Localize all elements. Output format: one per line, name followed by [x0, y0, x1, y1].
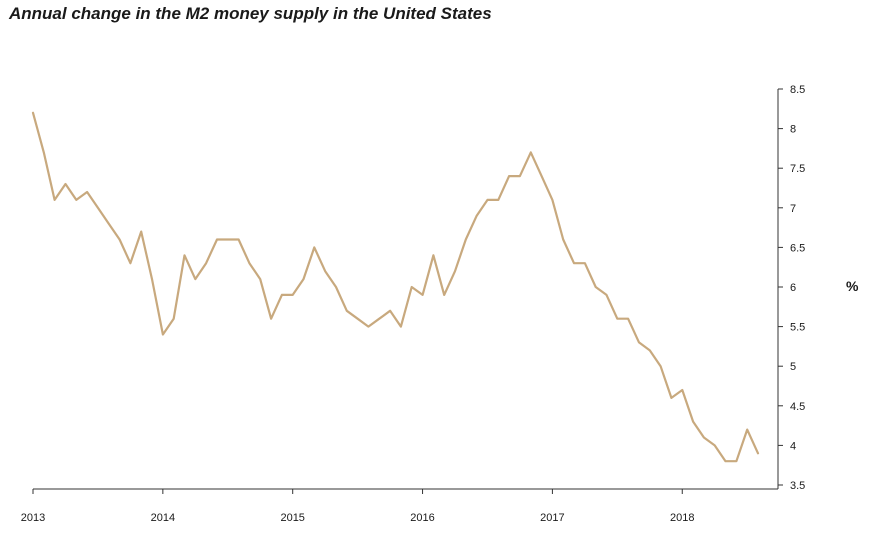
data-point — [464, 238, 467, 241]
data-point — [497, 198, 500, 201]
x-tick-label: 2013 — [21, 512, 45, 524]
x-tick-label: 2014 — [151, 512, 175, 524]
y-tick-label: 6 — [790, 282, 796, 294]
data-point — [399, 325, 402, 328]
data-point — [692, 420, 695, 423]
data-point — [432, 254, 435, 257]
data-point — [356, 317, 359, 320]
data-point — [627, 317, 630, 320]
data-point — [421, 293, 424, 296]
chart-title: Annual change in the M2 money supply in … — [9, 4, 492, 23]
data-point — [518, 175, 521, 178]
y-axis: 3.5 4 4.5 5 5.5 6 6.5 7 7.5 8 8.5 — [777, 84, 805, 492]
data-point — [151, 278, 154, 281]
data-point — [216, 238, 219, 241]
data-point — [594, 286, 597, 289]
data-point — [118, 238, 121, 241]
data-point — [129, 262, 132, 265]
data-point — [605, 293, 608, 296]
data-point — [42, 151, 45, 154]
data-point — [551, 198, 554, 201]
data-point — [638, 341, 641, 344]
data-point — [475, 214, 478, 217]
data-point — [378, 317, 381, 320]
data-point — [64, 183, 67, 186]
data-point — [757, 452, 760, 455]
x-axis: 2013 2014 2015 2016 2017 2018 — [21, 488, 778, 524]
y-tick-label: 3.5 — [790, 480, 805, 492]
y-tick-label: 7.5 — [790, 163, 805, 175]
data-point — [248, 262, 251, 265]
data-point — [259, 278, 262, 281]
x-tick-label: 2015 — [280, 512, 304, 524]
data-point — [302, 278, 305, 281]
data-point — [172, 317, 175, 320]
data-point — [713, 444, 716, 447]
data-point — [486, 198, 489, 201]
data-point — [226, 238, 229, 241]
data-point — [345, 309, 348, 312]
data-point — [140, 230, 143, 233]
x-tick-label: 2018 — [670, 512, 694, 524]
data-point — [735, 460, 738, 463]
x-tick-label: 2017 — [540, 512, 564, 524]
data-point — [194, 278, 197, 281]
data-point — [313, 246, 316, 249]
y-tick-label: 6.5 — [790, 242, 805, 254]
data-point — [508, 175, 511, 178]
y-tick-label: 5.5 — [790, 322, 805, 334]
data-point — [86, 191, 89, 194]
data-point — [529, 151, 532, 154]
data-point — [583, 262, 586, 265]
data-point — [270, 317, 273, 320]
data-point — [746, 428, 749, 431]
data-point — [389, 309, 392, 312]
data-point — [161, 333, 164, 336]
data-point — [75, 198, 78, 201]
data-point — [280, 293, 283, 296]
data-point — [183, 254, 186, 257]
data-point — [367, 325, 370, 328]
data-point — [335, 286, 338, 289]
data-point — [237, 238, 240, 241]
y-tick-label: 8.5 — [790, 84, 805, 96]
data-point — [410, 286, 413, 289]
data-point — [562, 238, 565, 241]
data-point — [670, 396, 673, 399]
m2-series-line — [31, 111, 760, 463]
data-point — [573, 262, 576, 265]
data-point — [454, 270, 457, 273]
data-point — [291, 293, 294, 296]
data-point — [616, 317, 619, 320]
data-point — [681, 389, 684, 392]
data-point — [443, 293, 446, 296]
data-point — [648, 349, 651, 352]
y-tick-label: 7 — [790, 203, 796, 215]
data-point — [702, 436, 705, 439]
data-point — [724, 460, 727, 463]
x-tick-label: 2016 — [410, 512, 434, 524]
data-point — [324, 270, 327, 273]
data-point — [96, 206, 99, 209]
y-tick-label: 8 — [790, 124, 796, 136]
data-point — [205, 262, 208, 265]
data-point — [53, 198, 56, 201]
series-group — [31, 111, 760, 463]
data-point — [32, 111, 35, 114]
y-tick-label: 4.5 — [790, 401, 805, 413]
data-point — [107, 222, 110, 225]
data-point — [659, 365, 662, 368]
data-point — [540, 175, 543, 178]
y-axis-unit-label: % — [846, 278, 859, 294]
y-tick-label: 5 — [790, 361, 796, 373]
y-tick-label: 4 — [790, 440, 796, 452]
